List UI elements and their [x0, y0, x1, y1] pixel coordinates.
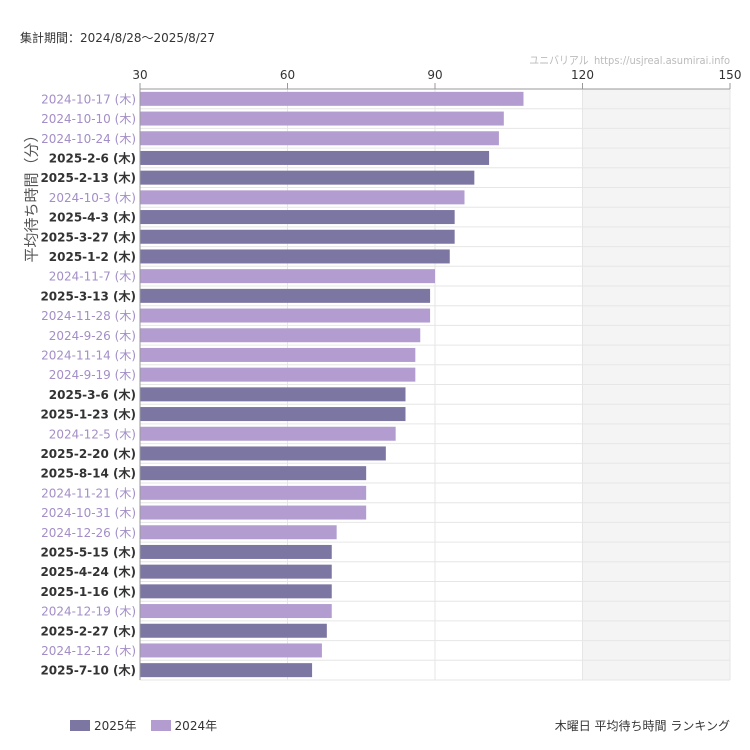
bar	[140, 229, 455, 244]
bar	[140, 308, 431, 323]
bar	[140, 604, 332, 619]
bar	[140, 584, 332, 599]
x-tick-label: 60	[280, 68, 295, 82]
category-label: 2024-10-17 (木)	[41, 92, 136, 106]
x-tick-label: 30	[132, 68, 147, 82]
bar	[140, 210, 455, 225]
category-label: 2024-10-24 (木)	[41, 132, 136, 146]
category-label: 2025-3-27 (木)	[40, 229, 136, 244]
category-label: 2024-12-26 (木)	[41, 526, 136, 540]
category-label: 2024-12-12 (木)	[41, 644, 136, 658]
category-label: 2024-12-19 (木)	[41, 605, 136, 619]
category-label: 2024-10-31 (木)	[41, 506, 136, 520]
legend-item-2025[interactable]: 2025年	[70, 717, 137, 734]
category-label: 2025-1-2 (木)	[49, 249, 136, 264]
bar	[140, 505, 367, 520]
bar	[140, 91, 524, 106]
bar	[140, 288, 431, 303]
category-label: 2025-2-27 (木)	[40, 623, 136, 638]
bar	[140, 328, 421, 343]
legend: 2025年 2024年	[70, 717, 231, 734]
legend-label-2024: 2024年	[174, 719, 218, 733]
bar	[140, 643, 322, 658]
bar	[140, 131, 499, 146]
x-tick-label: 90	[427, 68, 442, 82]
bar	[140, 426, 396, 441]
source-credit[interactable]: ユニバリアル https://usjreal.asumirai.info	[529, 52, 730, 68]
category-label: 2025-2-6 (木)	[49, 150, 136, 165]
source-url[interactable]: https://usjreal.asumirai.info	[593, 54, 730, 67]
bar	[140, 367, 416, 382]
bar	[140, 564, 332, 579]
source-name: ユニバリアル	[529, 54, 589, 67]
bar	[140, 485, 367, 500]
period-text: 集計期間：2024/8/28〜2025/8/27	[20, 31, 216, 45]
chart-title: 木曜日 平均待ち時間 ランキング	[554, 719, 730, 733]
category-label: 2024-9-26 (木)	[49, 329, 136, 343]
bar	[140, 525, 337, 540]
category-label: 2025-7-10 (木)	[40, 663, 136, 678]
category-label: 2024-10-3 (木)	[49, 191, 136, 205]
category-label: 2025-5-15 (木)	[40, 544, 136, 559]
bar	[140, 446, 386, 461]
bar	[140, 190, 465, 205]
bar	[140, 111, 504, 126]
category-label: 2025-8-14 (木)	[40, 466, 136, 481]
bar	[140, 387, 406, 402]
bar	[140, 170, 475, 185]
bar	[140, 150, 490, 165]
category-label: 2025-2-20 (木)	[40, 446, 136, 461]
category-label: 2024-10-10 (木)	[41, 112, 136, 126]
category-label: 2024-12-5 (木)	[49, 427, 136, 441]
bar	[140, 544, 332, 559]
bar	[140, 466, 367, 481]
category-label: 2025-4-3 (木)	[49, 210, 136, 225]
bar	[140, 347, 416, 362]
x-tick-label: 150	[719, 68, 742, 82]
legend-swatch-2025	[70, 720, 90, 731]
category-label: 2025-1-16 (木)	[40, 584, 136, 599]
category-label: 2025-3-6 (木)	[49, 387, 136, 402]
legend-swatch-2024	[150, 720, 171, 731]
category-label: 2024-11-7 (木)	[49, 270, 136, 284]
category-label: 2025-3-13 (木)	[40, 288, 136, 303]
category-label: 2024-9-19 (木)	[49, 368, 136, 382]
bar	[140, 269, 435, 284]
category-label: 2025-2-13 (木)	[40, 170, 136, 185]
legend-label-2025: 2025年	[94, 719, 137, 733]
x-tick-label: 120	[571, 68, 594, 82]
category-label: 2025-4-24 (木)	[40, 564, 136, 579]
bar	[140, 249, 450, 264]
category-label: 2025-1-23 (木)	[40, 407, 136, 422]
legend-item-2024[interactable]: 2024年	[150, 717, 218, 734]
bar	[140, 623, 327, 638]
category-label: 2024-11-28 (木)	[41, 309, 136, 323]
bar	[140, 663, 313, 678]
category-label: 2024-11-14 (木)	[41, 348, 136, 362]
bar	[140, 407, 406, 422]
category-label: 2024-11-21 (木)	[41, 486, 136, 500]
